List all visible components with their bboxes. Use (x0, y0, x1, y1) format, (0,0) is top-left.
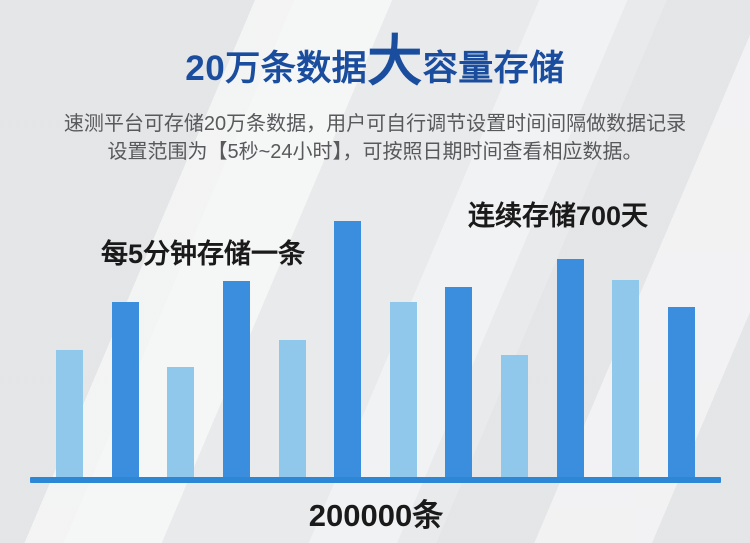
bar-5-light (278, 340, 306, 478)
subtitle: 速测平台可存储20万条数据，用户可自行调节设置时间间隔做数据记录 设置范围为【5… (0, 110, 750, 166)
title-prefix: 20万条数据 (185, 49, 368, 88)
bar-8-dark (445, 287, 473, 478)
x-axis-line (30, 477, 721, 483)
bar-12-dark (667, 307, 695, 478)
title-suffix: 容量存储 (422, 49, 565, 88)
annotation-storage-interval: 每5分钟存储一条 (100, 239, 306, 269)
subtitle-line-2: 设置范围为【5秒~24小时】，可按照日期时间查看相应数据。 (107, 141, 643, 163)
annotation-storage-duration: 连续存储700天 (467, 201, 649, 231)
bar-4-dark (222, 281, 250, 478)
title-big-char: 大 (367, 30, 423, 92)
bar-11-light (612, 280, 640, 478)
page-title: 20万条数据大容量存储 (0, 30, 750, 92)
axis-label-total-records: 200000条 (308, 498, 444, 533)
bar-10-dark (556, 259, 584, 478)
bar-9-light (501, 355, 528, 478)
subtitle-line-1: 速测平台可存储20万条数据，用户可自行调节设置时间间隔做数据记录 (63, 113, 687, 135)
bar-6-dark (334, 221, 362, 478)
bar-2-dark (111, 302, 139, 478)
bar-3-light (167, 367, 195, 478)
bar-chart (30, 221, 721, 478)
bar-1-light (56, 350, 83, 478)
bar-7-light (389, 302, 417, 478)
